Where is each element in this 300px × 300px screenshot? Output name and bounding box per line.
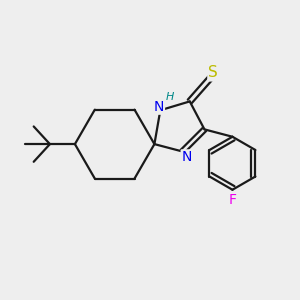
Text: H: H	[166, 92, 174, 102]
Text: N: N	[182, 150, 192, 164]
Text: S: S	[208, 65, 218, 80]
Text: F: F	[228, 193, 236, 207]
Text: N: N	[154, 100, 164, 114]
